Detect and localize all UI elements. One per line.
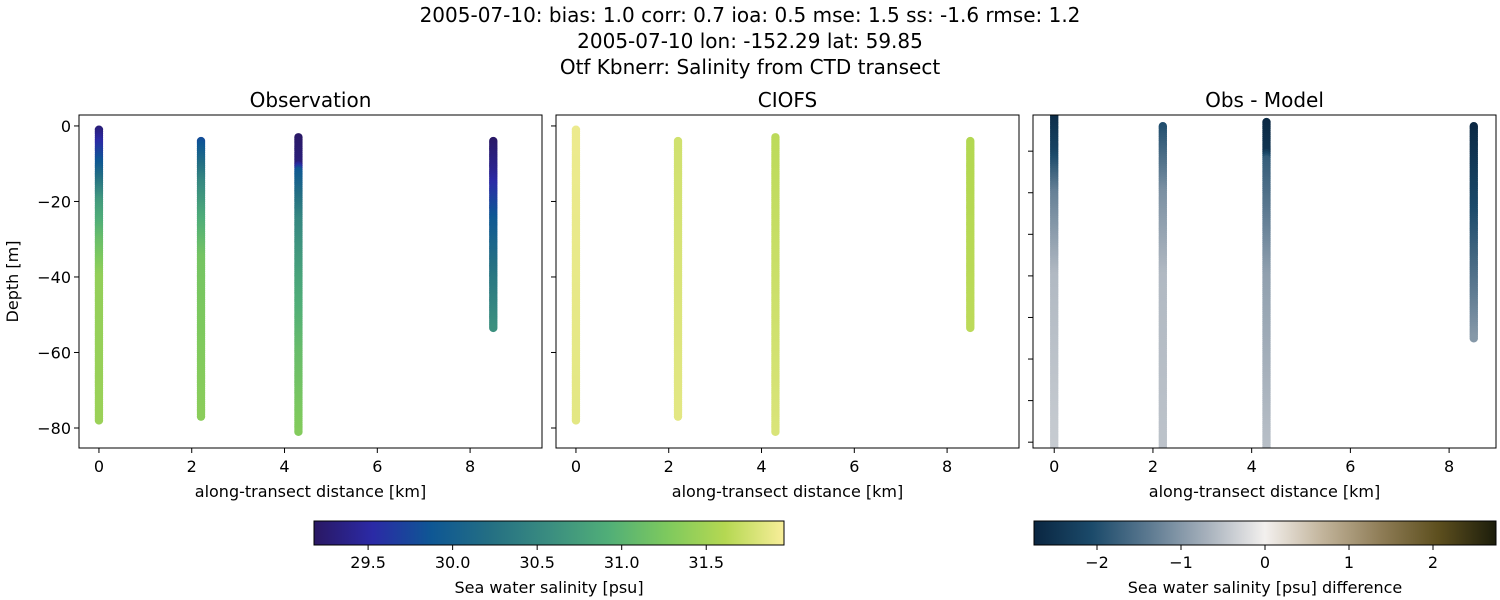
panel-obs-model: Obs - Model 0 2 4 6 8 along-transect distance … <box>1028 88 1497 501</box>
colorbar-label: Sea water salinity [psu] difference <box>1128 578 1403 597</box>
station-2-profile <box>294 133 303 436</box>
x-tick-label: 8 <box>465 457 475 476</box>
y-tick-label: −80 <box>37 419 71 438</box>
station-1-profile <box>673 136 683 421</box>
x-tick-label: 6 <box>372 457 382 476</box>
colorbar-salinity: 29.5 30.0 30.5 31.0 31.5 Sea water salinity [… <box>313 520 785 597</box>
x-tick-label: 4 <box>1247 457 1257 476</box>
station-2-profile <box>771 133 780 436</box>
y-tick-label: −20 <box>37 192 71 211</box>
colorbar-tick-label: −1 <box>1169 553 1193 572</box>
y-tick-label: −40 <box>37 268 71 287</box>
x-tick-label: 8 <box>1444 457 1454 476</box>
x-tick-label: 2 <box>664 457 674 476</box>
scatter-point <box>94 416 104 425</box>
axes-frame <box>1032 114 1497 449</box>
scatter-point <box>1262 453 1270 461</box>
station-0-profile <box>571 125 581 425</box>
scatter-point <box>771 427 780 436</box>
x-tick-label: 4 <box>279 457 289 476</box>
colorbar-difference: −2 −1 0 1 2 Sea water salinity [psu] differen… <box>1033 520 1497 597</box>
panel-ciofs: CIOFS 0 2 4 6 8 along-transect distance [km] <box>551 88 1020 501</box>
y-axis-label: Depth [m] <box>3 241 22 323</box>
x-tick-label: 0 <box>1049 457 1059 476</box>
colorbar-tick-label: 30.5 <box>519 553 555 572</box>
scatter-point <box>571 416 581 425</box>
colorbar-tick-label: −2 <box>1085 553 1109 572</box>
scatter-point <box>1262 457 1270 465</box>
station-1-profile <box>1158 122 1168 448</box>
data-points <box>1050 105 1478 471</box>
scatter-point <box>1262 463 1270 471</box>
colorbar-gradient <box>1033 520 1497 546</box>
scatter-point <box>966 323 975 333</box>
suptitle-dataset: Otf Kbnerr: Salinity from CTD transect <box>559 55 941 79</box>
station-3-profile <box>1469 122 1478 343</box>
colorbar-tick-label: 0 <box>1260 553 1270 572</box>
x-tick-label: 6 <box>1345 457 1355 476</box>
scatter-point <box>1262 448 1270 456</box>
scatter-point <box>196 412 206 421</box>
colorbar-tick-label: 2 <box>1428 553 1438 572</box>
suptitle-metrics: 2005-07-10: bias: 1.0 corr: 0.7 ioa: 0.5… <box>419 3 1081 27</box>
station-0-profile <box>1050 105 1059 448</box>
data-points <box>94 125 498 436</box>
scatter-point <box>489 323 498 333</box>
suptitle-location: 2005-07-10 lon: -152.29 lat: 59.85 <box>577 29 923 53</box>
x-tick-label: 2 <box>187 457 197 476</box>
scatter-point <box>294 427 303 436</box>
station-1-profile <box>196 136 206 421</box>
data-points <box>571 125 975 436</box>
scatter-point <box>1469 334 1478 343</box>
x-axis-label: along-transect distance [km] <box>195 482 426 501</box>
colorbar-tick-label: 31.0 <box>604 553 640 572</box>
colorbar-gradient <box>313 520 785 546</box>
station-3-profile <box>489 136 498 333</box>
colorbar-tick-label: 30.0 <box>435 553 471 572</box>
scatter-point <box>1158 442 1168 448</box>
y-tick-label: 0 <box>61 117 71 136</box>
panel-title: Obs - Model <box>1205 88 1324 112</box>
x-axis-label: along-transect distance [km] <box>1149 482 1380 501</box>
x-tick-label: 4 <box>756 457 766 476</box>
x-axis-label: along-transect distance [km] <box>672 482 903 501</box>
scatter-point <box>673 412 683 421</box>
station-0-profile <box>94 125 104 425</box>
scatter-point <box>1262 450 1270 458</box>
colorbar-tick-label: 1 <box>1344 553 1354 572</box>
x-tick-label: 6 <box>849 457 859 476</box>
scatter-point <box>1262 459 1270 467</box>
colorbar-tick-label: 31.5 <box>688 553 724 572</box>
station-2-profile <box>1262 117 1271 471</box>
panel-title: Observation <box>250 88 372 112</box>
x-tick-label: 0 <box>571 457 581 476</box>
station-3-profile <box>966 136 975 333</box>
x-tick-label: 2 <box>1148 457 1158 476</box>
x-tick-label: 8 <box>942 457 952 476</box>
colorbar-tick-label: 29.5 <box>350 553 386 572</box>
scatter-point <box>1050 105 1058 113</box>
scatter-point <box>1262 461 1270 469</box>
y-tick-label: −60 <box>37 343 71 362</box>
colorbar-label: Sea water salinity [psu] <box>454 578 643 597</box>
scatter-point <box>1262 455 1270 463</box>
panel-observation: Observation 0 2 4 6 8 along-transect distance … <box>3 88 543 501</box>
axes-frame <box>78 114 543 449</box>
panel-title: CIOFS <box>758 88 817 112</box>
x-tick-label: 0 <box>94 457 104 476</box>
axes-frame <box>555 114 1020 449</box>
